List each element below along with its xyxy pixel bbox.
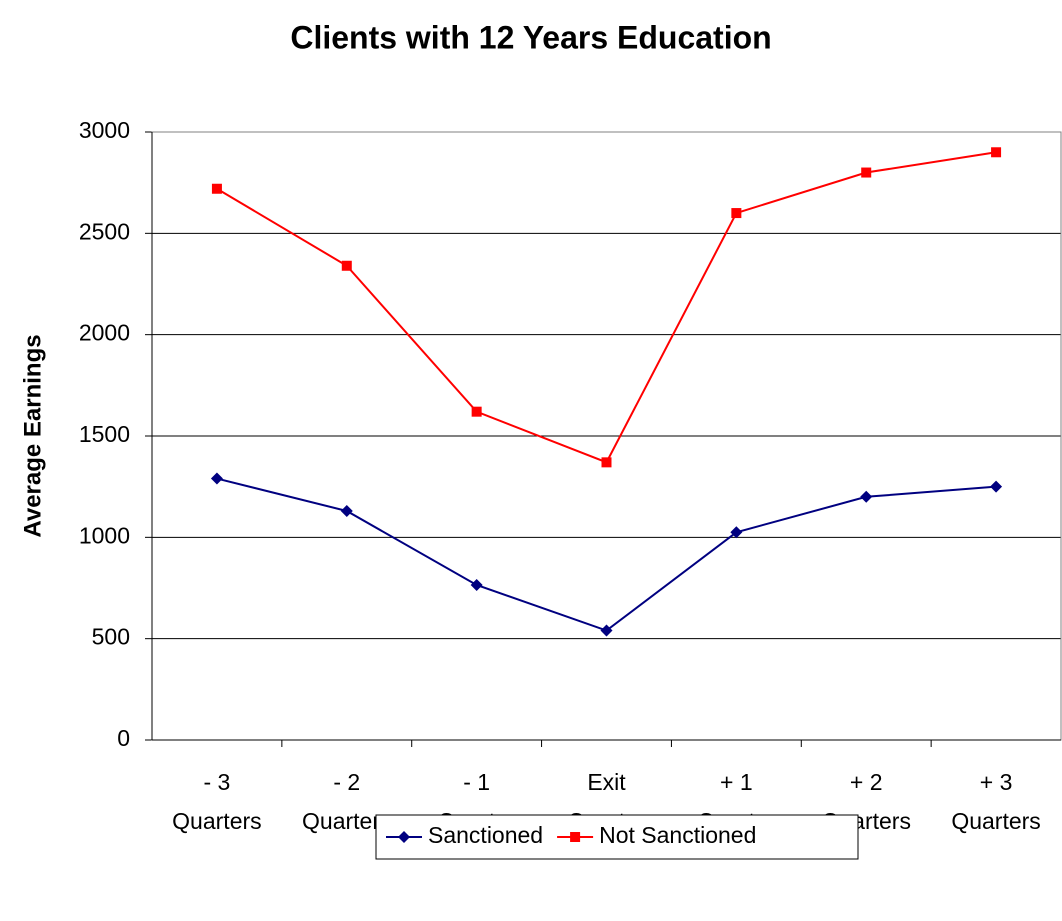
y-tick-label: 500 xyxy=(92,624,130,650)
y-tick-label: 1500 xyxy=(79,421,130,447)
data-point xyxy=(730,526,743,539)
data-point xyxy=(990,480,1003,493)
y-axis-label: Average Earnings xyxy=(19,334,46,537)
data-point xyxy=(470,578,483,591)
x-tick-label: - 1 xyxy=(463,769,490,795)
y-tick-label: 1000 xyxy=(79,522,130,548)
x-tick-label: Quarters xyxy=(951,808,1040,834)
chart-title: Clients with 12 Years Education xyxy=(290,19,771,55)
legend-marker xyxy=(570,832,581,842)
data-point xyxy=(601,457,612,468)
x-tick-label: + 1 xyxy=(720,769,753,795)
x-tick-label: - 3 xyxy=(204,769,231,795)
data-point xyxy=(861,167,872,178)
data-point xyxy=(860,490,873,503)
data-point xyxy=(340,504,353,517)
data-point xyxy=(210,472,223,485)
y-tick-label: 2500 xyxy=(79,218,130,244)
y-tick-label: 0 xyxy=(117,725,130,751)
y-tick-label: 2000 xyxy=(79,320,130,346)
legend-label: Sanctioned xyxy=(428,822,543,848)
data-point xyxy=(341,260,352,271)
x-tick-label: - 2 xyxy=(333,769,360,795)
data-point xyxy=(600,624,613,637)
series-line xyxy=(216,151,997,464)
data-point xyxy=(211,183,222,194)
legend-marker xyxy=(398,831,410,843)
data-point xyxy=(991,147,1002,158)
x-tick-label: Exit xyxy=(587,769,626,795)
y-tick-label: 3000 xyxy=(79,117,130,143)
x-tick-label: + 3 xyxy=(980,769,1013,795)
data-point xyxy=(471,406,482,417)
legend-label: Not Sanctioned xyxy=(599,822,756,848)
x-tick-label: Quarters xyxy=(172,808,261,834)
legend-box xyxy=(375,814,859,860)
x-tick-label: + 2 xyxy=(850,769,883,795)
data-point xyxy=(731,208,742,219)
series-line xyxy=(216,477,997,632)
